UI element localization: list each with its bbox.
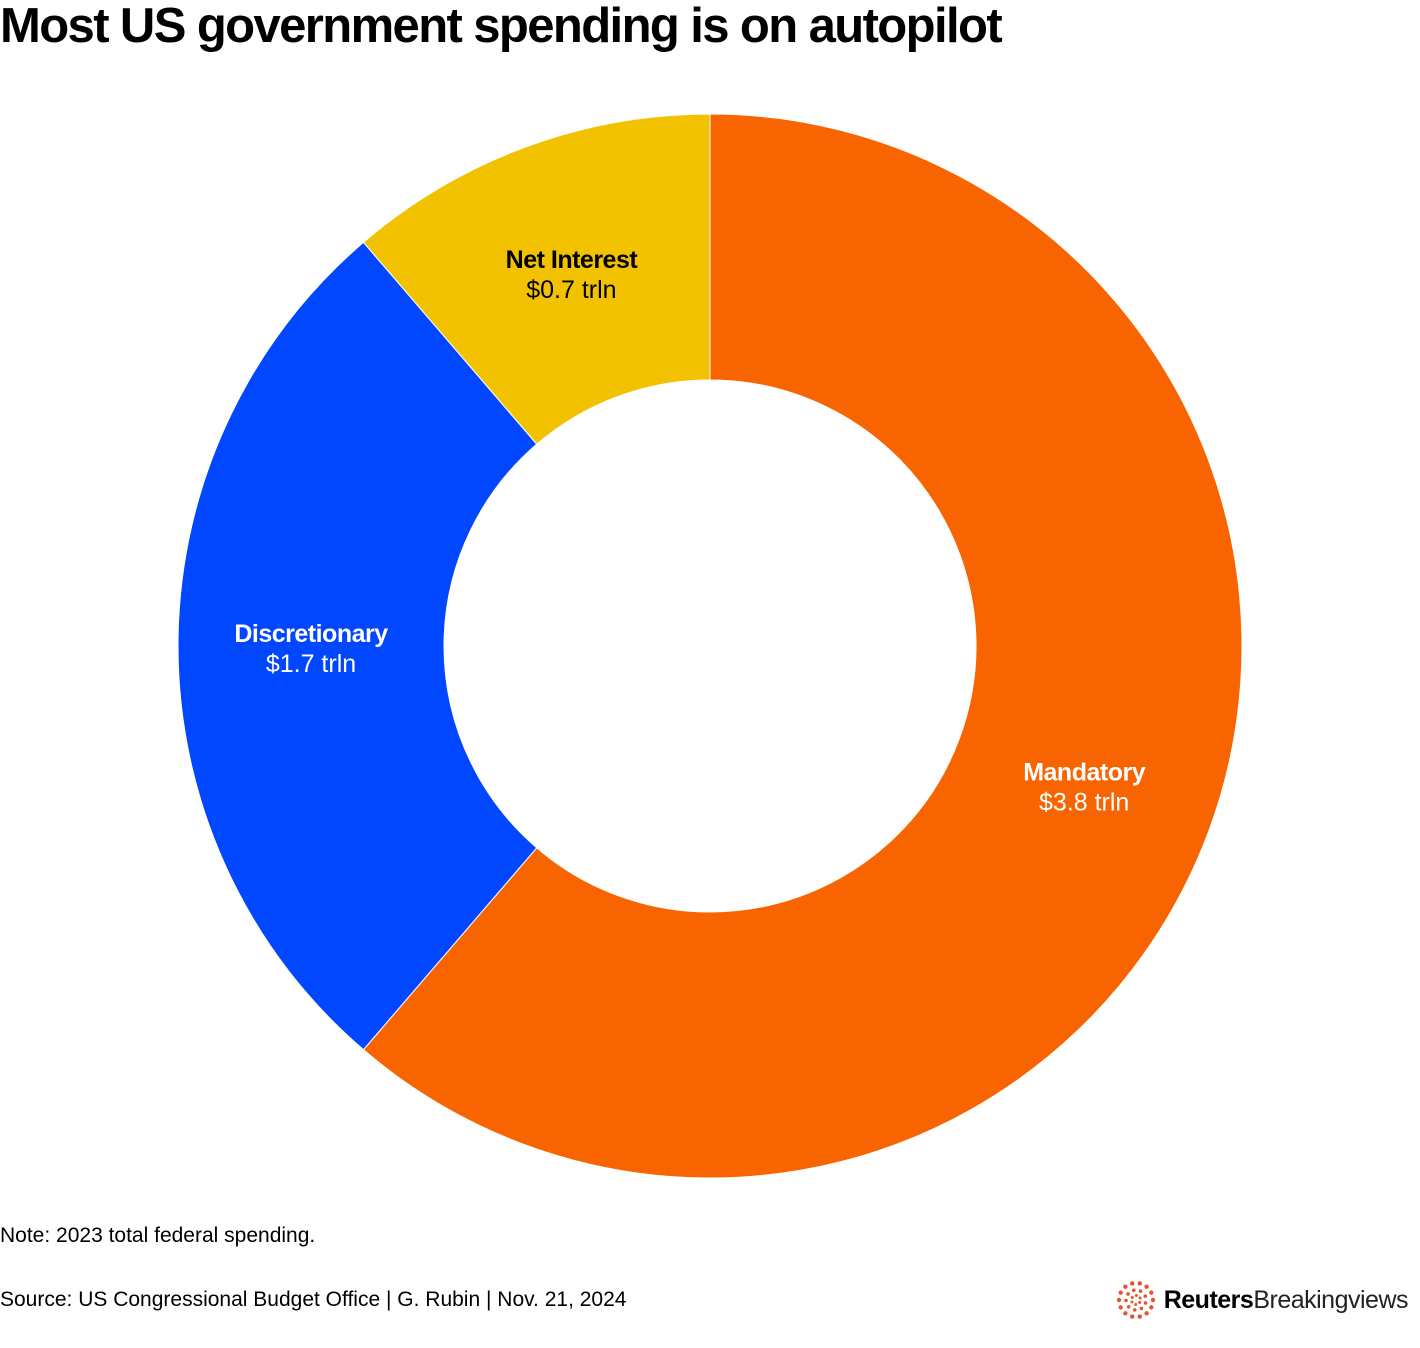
logo-dot: [1143, 1301, 1148, 1305]
logo-dot: [1122, 1284, 1128, 1289]
logo-dot: [1118, 1290, 1123, 1295]
reuters-dots-icon: [1116, 1281, 1155, 1319]
slice-net-interest[interactable]: [362, 113, 711, 445]
logo-dot: [1150, 1297, 1155, 1303]
logo-dot: [1131, 1288, 1136, 1293]
logo-dot: [1129, 1281, 1135, 1286]
logo-dot: [1123, 1298, 1128, 1303]
logo-dot: [1129, 1314, 1135, 1319]
logo-dot: [1125, 1292, 1130, 1296]
reuters-breakingviews-logo: Reuters Breakingviews: [1116, 1280, 1408, 1320]
logo-dot: [1134, 1294, 1138, 1298]
slice-value-discretionary: $1.7 trln: [266, 650, 356, 678]
slice-value-mandatory: $3.8 trln: [1039, 789, 1129, 817]
logo-brand-bold: Reuters: [1163, 1285, 1254, 1314]
logo-dot: [1116, 1297, 1121, 1303]
logo-dot: [1143, 1294, 1147, 1298]
logo-dot: [1137, 1281, 1142, 1286]
logo-dot: [1130, 1295, 1134, 1299]
logo-dot: [1138, 1296, 1142, 1300]
logo-dot: [1130, 1300, 1134, 1304]
slice-label-mandatory: Mandatory: [1023, 759, 1146, 787]
chart-note: Note: 2023 total federal spending.: [0, 1224, 316, 1247]
logo-dot: [1139, 1306, 1143, 1311]
logo-brand-light: Breakingviews: [1253, 1285, 1408, 1314]
logo-dot: [1137, 1301, 1141, 1305]
logo-dot: [1118, 1305, 1123, 1310]
donut-slices: [177, 113, 1243, 1179]
logo-dot: [1132, 1308, 1137, 1312]
logo-dot: [1133, 1302, 1137, 1306]
logo-dot: [1144, 1311, 1149, 1316]
slice-label-discretionary: Discretionary: [234, 620, 388, 648]
chart-source: Source: US Congressional Budget Office |…: [0, 1288, 627, 1311]
slice-label-net-interest: Net Interest: [506, 246, 639, 274]
slice-discretionary[interactable]: [177, 241, 538, 1051]
logo-dot: [1137, 1314, 1142, 1319]
slice-value-net-interest: $0.7 trln: [526, 276, 616, 304]
logo-dot: [1148, 1290, 1154, 1295]
logo-dot: [1148, 1305, 1154, 1310]
logo-dot: [1138, 1289, 1143, 1293]
logo-dot: [1126, 1304, 1131, 1309]
chart-title: Most US government spending is on autopi…: [0, 0, 1003, 53]
slice-labels: Mandatory$3.8 trln Discretionary$1.7 trln…: [234, 246, 1146, 817]
logo-dot: [1122, 1311, 1128, 1316]
logo-dot: [1144, 1284, 1149, 1289]
slice-mandatory[interactable]: [362, 113, 1243, 1179]
